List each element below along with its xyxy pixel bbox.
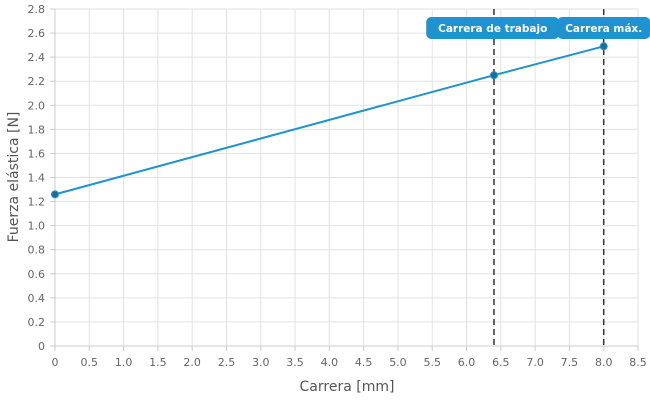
y-axis-title: Fuerza elástica [N] [6, 112, 22, 243]
annotations: Carrera de trabajo Carrera máx. [426, 17, 650, 39]
y-tick-label: 0.6 [28, 268, 46, 281]
annotation-label: Carrera máx. [565, 23, 642, 35]
x-tick-label: 5.0 [389, 356, 407, 369]
x-tick-label: 2.5 [218, 356, 236, 369]
x-tick-label: 6.5 [492, 356, 510, 369]
x-tick-label: 1.0 [115, 356, 133, 369]
x-axis-title: Carrera [mm] [300, 379, 395, 395]
x-tick-label: 3.5 [286, 356, 304, 369]
y-tick-label: 0.4 [28, 292, 46, 305]
x-tick-label: 1.5 [149, 356, 167, 369]
y-tick-label: 2.4 [28, 51, 46, 64]
y-tick-label: 2.2 [28, 75, 46, 88]
x-tick-labels: 0 0.5 1.0 1.5 2.0 2.5 3.0 3.5 4.0 4.5 5.0 5.5 6.0 6.5… [52, 356, 647, 369]
data-point[interactable] [489, 71, 498, 80]
y-tick-label: 1.6 [28, 147, 46, 160]
y-tick-label: 1.8 [28, 123, 46, 136]
x-tick-label: 8.5 [629, 356, 647, 369]
annotation-label: Carrera de trabajo [438, 23, 547, 35]
series [51, 42, 608, 199]
x-tick-label: 7.5 [561, 356, 579, 369]
axes [50, 8, 639, 351]
y-tick-label: 0.2 [28, 316, 46, 329]
y-tick-label: 1.4 [28, 172, 46, 185]
x-tick-label: 8.0 [595, 356, 613, 369]
x-tick-label: 0.5 [81, 356, 99, 369]
x-tick-label: 5.5 [423, 356, 441, 369]
data-point[interactable] [51, 190, 59, 199]
y-tick-label: 2.8 [28, 3, 46, 16]
x-tick-label: 0 [52, 356, 59, 369]
y-tick-label: 0.8 [28, 244, 46, 257]
x-tick-label: 4.5 [355, 356, 373, 369]
y-tick-label: 1.2 [28, 196, 46, 209]
y-tick-label: 2.6 [28, 27, 46, 40]
y-tick-label: 1.0 [28, 220, 46, 233]
y-tick-label: 0 [38, 340, 45, 353]
annotation-lines [493, 9, 605, 346]
x-tick-label: 7.0 [526, 356, 544, 369]
annotation-label-box [557, 17, 650, 39]
x-tick-label: 3.0 [252, 356, 270, 369]
x-tick-label: 6.0 [458, 356, 476, 369]
x-tick-label: 2.0 [183, 356, 201, 369]
annotation-label-box [426, 17, 560, 39]
data-point[interactable] [599, 42, 608, 51]
x-tick-label: 4.0 [321, 356, 339, 369]
y-tick-labels: 0 0.2 0.4 0.6 0.8 1.0 1.2 1.4 1.6 1.8 2.0 2.2 2.4 2.6… [28, 3, 46, 353]
y-tick-label: 2.0 [28, 99, 46, 112]
